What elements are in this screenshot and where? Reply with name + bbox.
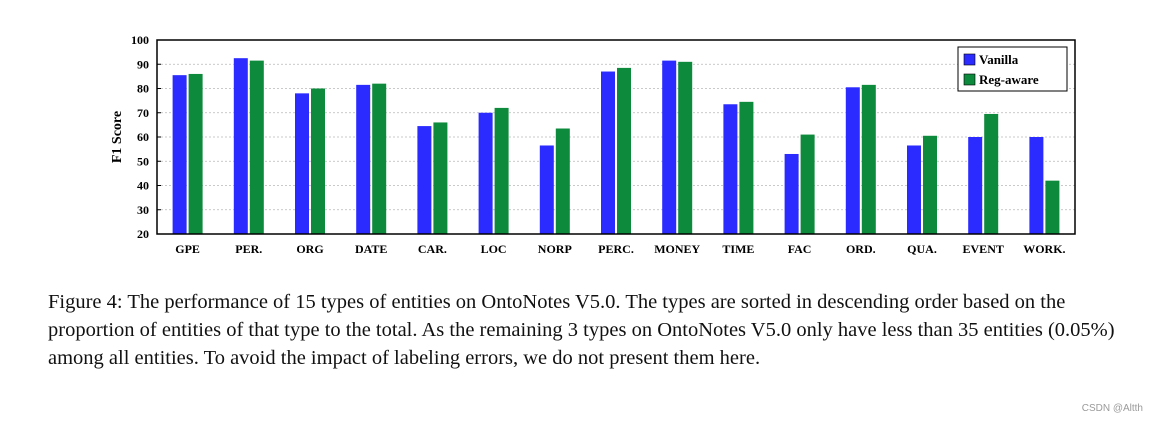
- bar-vanilla: [233, 58, 248, 234]
- bar-reg-aware: [800, 134, 815, 234]
- legend-box: [957, 46, 1068, 92]
- bar-vanilla: [784, 153, 799, 234]
- bar-vanilla: [845, 87, 860, 234]
- bar-vanilla: [601, 71, 615, 235]
- bars: [172, 58, 1060, 235]
- legend: Vanilla Reg-aware: [957, 46, 1068, 92]
- y-tick-label: 70: [137, 106, 149, 120]
- legend-swatch-vanilla: [963, 53, 976, 66]
- bar-vanilla: [907, 145, 921, 234]
- bar-reg-aware: [555, 128, 570, 234]
- legend-swatch-reg-aware: [963, 73, 976, 86]
- y-tick-label: 100: [131, 33, 149, 47]
- bar-reg-aware: [984, 113, 999, 234]
- x-tick-label: FAC: [788, 242, 812, 256]
- x-tick-label: DATE: [355, 242, 387, 256]
- y-tick-label: 20: [137, 227, 149, 241]
- bar-vanilla: [968, 137, 983, 234]
- y-tick-label: 80: [137, 82, 149, 96]
- x-tick-label: GPE: [175, 242, 200, 256]
- bar-reg-aware: [188, 73, 203, 234]
- bar-reg-aware: [923, 135, 937, 234]
- bar-vanilla: [478, 112, 493, 234]
- bar-reg-aware: [739, 101, 754, 235]
- y-axis-title: F1 Score: [110, 111, 125, 163]
- figure-caption: Figure 4: The performance of 15 types of…: [48, 291, 1115, 369]
- bar-vanilla: [172, 75, 187, 234]
- legend-label: Reg-aware: [979, 72, 1039, 87]
- x-tick-label: NORP: [538, 242, 572, 256]
- bar-vanilla: [662, 60, 677, 234]
- x-tick-label: PER.: [235, 242, 262, 256]
- bar-reg-aware: [372, 83, 387, 235]
- y-tick-label: 60: [137, 130, 149, 144]
- x-tick-label: EVENT: [963, 242, 1004, 256]
- y-tick-label: 50: [137, 154, 149, 168]
- bar-reg-aware: [1045, 180, 1060, 234]
- legend-label: Vanilla: [979, 52, 1019, 67]
- x-tick-label: TIME: [722, 242, 754, 256]
- x-tick-label: PERC.: [598, 242, 634, 256]
- x-tick-label: WORK.: [1023, 242, 1065, 256]
- grid-lines: [157, 63, 1075, 211]
- bar-reg-aware: [678, 61, 693, 235]
- y-tick-label: 40: [137, 179, 149, 193]
- y-axis-ticks: 20 30 40 50 60 70 80 90 100: [131, 33, 161, 241]
- x-tick-label: ORG: [296, 242, 323, 256]
- bar-chart: 20 30 40 50 60 70 80 90 100 GPE PER. ORG DATE CAR. LO…: [110, 33, 1076, 256]
- bar-reg-aware: [617, 67, 631, 234]
- bar-vanilla: [356, 84, 371, 234]
- bar-vanilla: [1029, 137, 1044, 234]
- x-axis-ticks: GPE PER. ORG DATE CAR. LOC NORP PERC. MONEY TIME F…: [175, 242, 1065, 256]
- bar-reg-aware: [494, 107, 509, 234]
- bar-vanilla: [295, 93, 309, 234]
- bar-vanilla: [417, 126, 432, 234]
- bar-reg-aware: [861, 84, 876, 234]
- x-tick-label: ORD.: [846, 242, 876, 256]
- y-tick-label: 90: [137, 57, 149, 71]
- x-tick-label: CAR.: [418, 242, 447, 256]
- x-tick-label: LOC: [481, 242, 507, 256]
- x-tick-label: QUA.: [907, 242, 937, 256]
- bar-reg-aware: [433, 122, 448, 234]
- bar-reg-aware: [249, 60, 264, 234]
- x-tick-label: MONEY: [654, 242, 700, 256]
- bar-reg-aware: [311, 88, 325, 234]
- bar-vanilla: [539, 145, 554, 234]
- y-tick-label: 30: [137, 203, 149, 217]
- bar-vanilla: [723, 104, 738, 234]
- watermark: CSDN @Altth: [1081, 403, 1143, 414]
